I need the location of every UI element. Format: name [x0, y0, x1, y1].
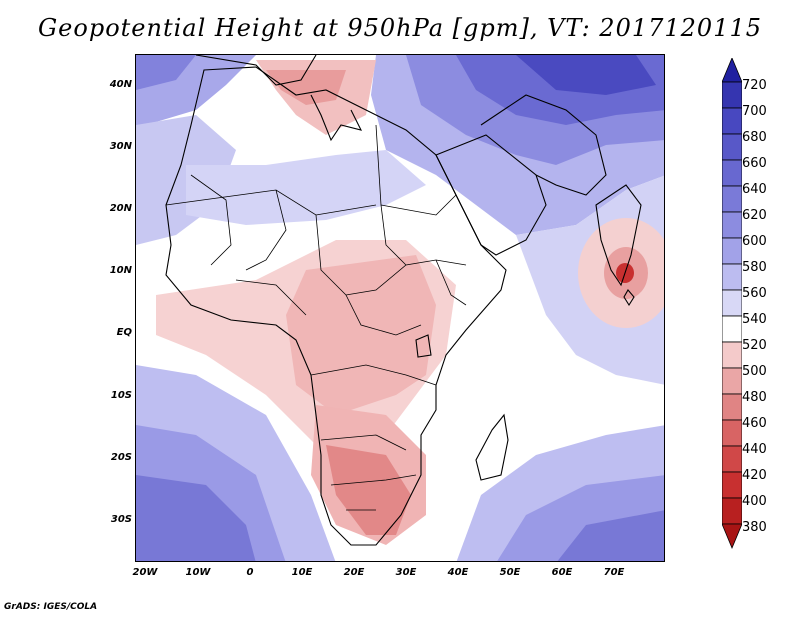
colorbar-label: 440	[742, 442, 767, 457]
lon-label: 40E	[447, 567, 469, 578]
grads-credit: GrADS: IGES/COLA	[4, 602, 98, 612]
colorbar-band	[722, 211, 742, 239]
colorbar-band	[722, 81, 742, 109]
colorbar-label: 640	[742, 182, 767, 197]
colorbar-label: 380	[742, 520, 767, 535]
field-red-mediterranean	[266, 70, 346, 105]
field-blue-northeast-4	[516, 55, 656, 95]
lat-label: 10S	[110, 390, 132, 401]
colorbar-band	[722, 341, 742, 369]
lon-label: 70E	[603, 567, 625, 578]
field-blue-northwest-2	[136, 55, 196, 90]
colorbar-band	[722, 107, 742, 135]
lon-label: 30E	[395, 567, 417, 578]
colorbar-label: 660	[742, 156, 767, 171]
lon-label: 10W	[185, 567, 211, 578]
colorbar-band	[722, 471, 742, 499]
colorbar-label: 720	[742, 78, 767, 93]
colorbar-label: 480	[742, 390, 767, 405]
field-red-central	[286, 255, 436, 415]
field-blue-southwest-3	[136, 475, 256, 561]
colorbar-label: 460	[742, 416, 767, 431]
field-blue-southeast-3	[557, 510, 664, 561]
country-borders	[165, 124, 467, 511]
colorbar-label: 700	[742, 104, 767, 119]
colorbar-label: 560	[742, 286, 767, 301]
colorbar-band	[722, 393, 742, 421]
field-red-south-2	[326, 445, 411, 535]
lat-label: 40N	[109, 79, 132, 90]
colorbar-band	[722, 497, 742, 525]
lon-label: 0	[246, 567, 254, 578]
lon-label: 20W	[132, 567, 158, 578]
map-canvas	[136, 55, 664, 561]
lat-label: 30N	[109, 141, 132, 152]
colorbar-label: 400	[742, 494, 767, 509]
colorbar-label: 680	[742, 130, 767, 145]
lon-label: 50E	[499, 567, 521, 578]
colorbar-label: 580	[742, 260, 767, 275]
colorbar-band	[722, 185, 742, 213]
lat-label: 20S	[110, 452, 132, 463]
colorbar-band	[722, 315, 742, 343]
lon-label: 10E	[291, 567, 313, 578]
coastlines	[165, 55, 642, 546]
colorbar-band	[722, 445, 742, 473]
lat-label: 20N	[109, 203, 132, 214]
colorbar-label: 600	[742, 234, 767, 249]
colorbar-band	[722, 289, 742, 317]
colorbar-bottom-arrow	[722, 523, 742, 550]
chart-title: Geopotential Height at 950hPa [gpm], VT:…	[38, 14, 762, 42]
colorbar-label: 520	[742, 338, 767, 353]
colorbar-band	[722, 419, 742, 447]
colorbar-band	[722, 263, 742, 291]
lat-label: 30S	[110, 514, 132, 525]
lon-label: 60E	[551, 567, 573, 578]
lat-label: EQ	[116, 327, 132, 338]
colorbar-band	[722, 237, 742, 265]
colorbar-band	[722, 133, 742, 161]
colorbar-label: 620	[742, 208, 767, 223]
lat-label: 10N	[109, 265, 132, 276]
colorbar-band	[722, 159, 742, 187]
colorbar-top-arrow	[722, 58, 742, 83]
colorbar-label: 420	[742, 468, 767, 483]
colorbar	[722, 58, 742, 550]
field-pale-sahara	[186, 150, 426, 225]
colorbar-label: 540	[742, 312, 767, 327]
map-panel	[135, 54, 665, 562]
colorbar-label: 500	[742, 364, 767, 379]
colorbar-band	[722, 367, 742, 395]
lon-label: 20E	[343, 567, 365, 578]
